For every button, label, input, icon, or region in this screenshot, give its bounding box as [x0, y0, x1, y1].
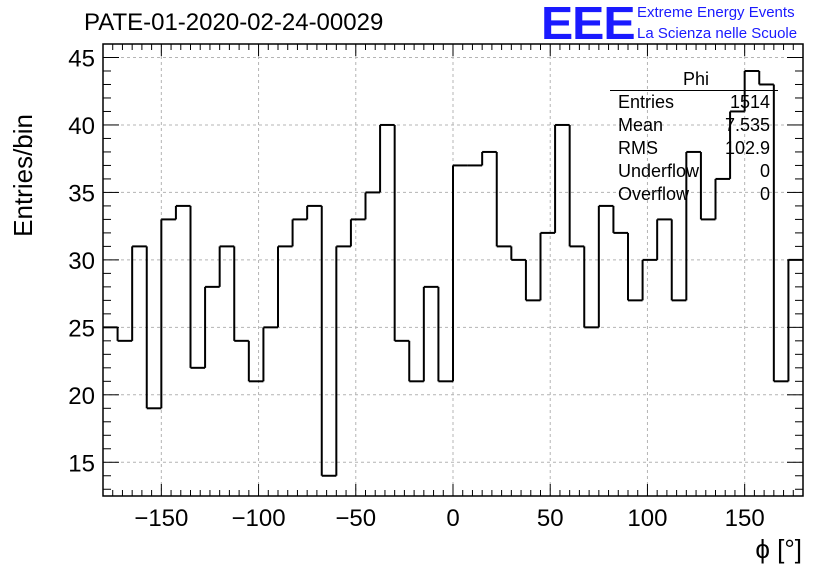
stats-title: Phi	[682, 69, 709, 89]
stats-value: 1514	[729, 92, 770, 112]
x-tick-label: −100	[232, 505, 286, 532]
stats-value: 102.9	[724, 138, 770, 158]
stats-box: Phi Entries 1514 Mean 7.535 RMS 102.9 Un…	[610, 68, 778, 206]
x-tick-label: −150	[134, 505, 188, 532]
logo-text-line-1: Extreme Energy Events	[637, 4, 795, 21]
y-tick-label: 20	[68, 383, 95, 410]
x-tick-label: −50	[335, 505, 376, 532]
y-axis-label: Entries/bin	[8, 114, 38, 237]
stats-value: 0	[759, 184, 770, 204]
x-tick-label: 50	[537, 505, 564, 532]
stats-key: RMS	[618, 138, 658, 158]
stats-value: 0	[759, 161, 770, 181]
y-tick-label: 45	[68, 45, 95, 72]
y-tick-label: 25	[68, 315, 95, 342]
stats-row-mean: Mean 7.535	[610, 114, 778, 137]
axis-tick-labels: −150 −100 −50 0 50 100 150 15 20 25 30 35 40 45	[68, 45, 764, 532]
x-axis-label: ϕ [°]	[755, 534, 802, 564]
stats-key: Mean	[618, 115, 664, 135]
stats-key: Entries	[618, 92, 675, 112]
logo-text-line-2: La Scienza nelle Scuole	[637, 25, 798, 42]
stats-divider	[610, 90, 778, 91]
y-tick-label: 30	[68, 248, 95, 275]
eee-logo: EEE	[541, 0, 636, 49]
stats-row-underflow: Underflow 0	[610, 160, 778, 183]
stats-row-entries: Entries 1514	[610, 91, 778, 114]
histogram-series	[103, 69, 803, 477]
y-tick-label: 40	[68, 113, 95, 140]
stats-row-rms: RMS 102.9	[610, 137, 778, 160]
y-axis-label-box: Entries/bin	[8, 114, 38, 237]
y-tick-label: 35	[68, 180, 95, 207]
x-tick-label: 0	[446, 505, 459, 532]
stats-key: Overflow	[618, 184, 690, 204]
stats-row-overflow: Overflow 0	[610, 183, 778, 206]
y-tick-label: 15	[68, 450, 95, 477]
stats-key: Underflow	[618, 161, 700, 181]
stats-value: 7.535	[724, 115, 770, 135]
axis-ticks	[103, 44, 803, 496]
x-tick-label: 150	[725, 505, 765, 532]
x-tick-label: 100	[627, 505, 667, 532]
chart-title: PATE-01-2020-02-24-00029	[84, 9, 384, 36]
